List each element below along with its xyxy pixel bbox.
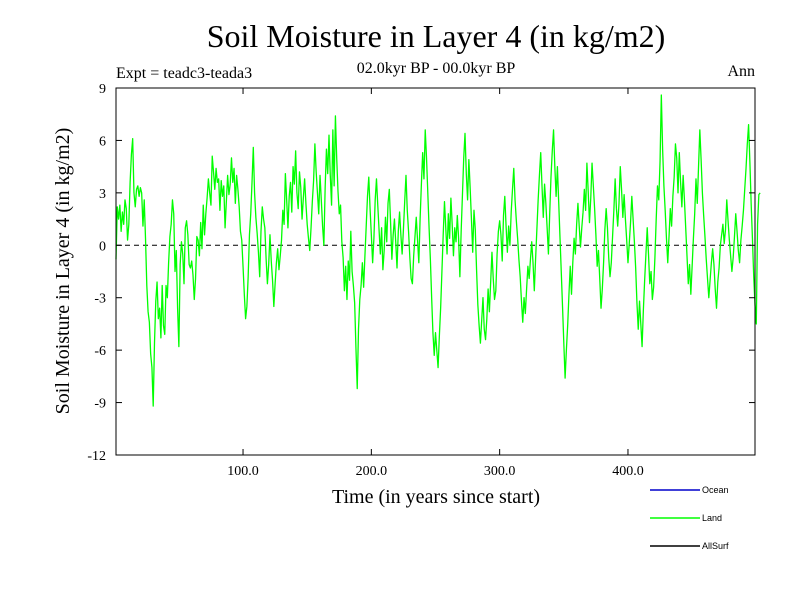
legend-item-land: Land — [650, 513, 722, 523]
y-tick-label: 6 — [99, 134, 106, 149]
y-axis: 9 6 3 0 -3 -6 -9 -12 — [87, 82, 755, 464]
legend-label-ocean: Ocean — [702, 485, 729, 495]
y-tick-label: 3 — [99, 187, 106, 202]
y-tick-label: 9 — [99, 82, 106, 97]
legend-item-ocean: Ocean — [650, 485, 729, 495]
legend-label-allsurf: AllSurf — [702, 541, 729, 551]
y-tick-label: -6 — [94, 344, 106, 359]
plot-frame — [115, 87, 756, 456]
x-tick-label: 400.0 — [612, 464, 644, 479]
experiment-label: Expt = teadc3-teada3 — [116, 65, 252, 82]
x-tick-label: 100.0 — [227, 464, 259, 479]
y-tick-label: 0 — [99, 239, 106, 254]
season-label: Ann — [727, 63, 755, 80]
y-tick-label: -9 — [94, 397, 106, 412]
legend-label-land: Land — [702, 513, 722, 523]
legend-item-allsurf: AllSurf — [650, 541, 729, 551]
x-axis-label: Time (in years since start) — [332, 486, 540, 508]
x-tick-label: 200.0 — [356, 464, 388, 479]
y-tick-label: -3 — [94, 292, 106, 307]
y-axis-label: Soil Moisture in Layer 4 (in kg/m2) — [52, 128, 74, 415]
chart-subtitle: 02.0kyr BP - 00.0kyr BP — [357, 60, 516, 77]
x-tick-label: 300.0 — [484, 464, 516, 479]
legend: Ocean Land AllSurf — [650, 485, 729, 551]
x-axis: 100.0 200.0 300.0 400.0 — [227, 88, 644, 479]
chart-title: Soil Moisture in Layer 4 (in kg/m2) — [207, 18, 666, 54]
y-tick-label: -12 — [87, 449, 106, 464]
series-line-land — [115, 94, 761, 407]
plot-layer — [115, 94, 761, 407]
